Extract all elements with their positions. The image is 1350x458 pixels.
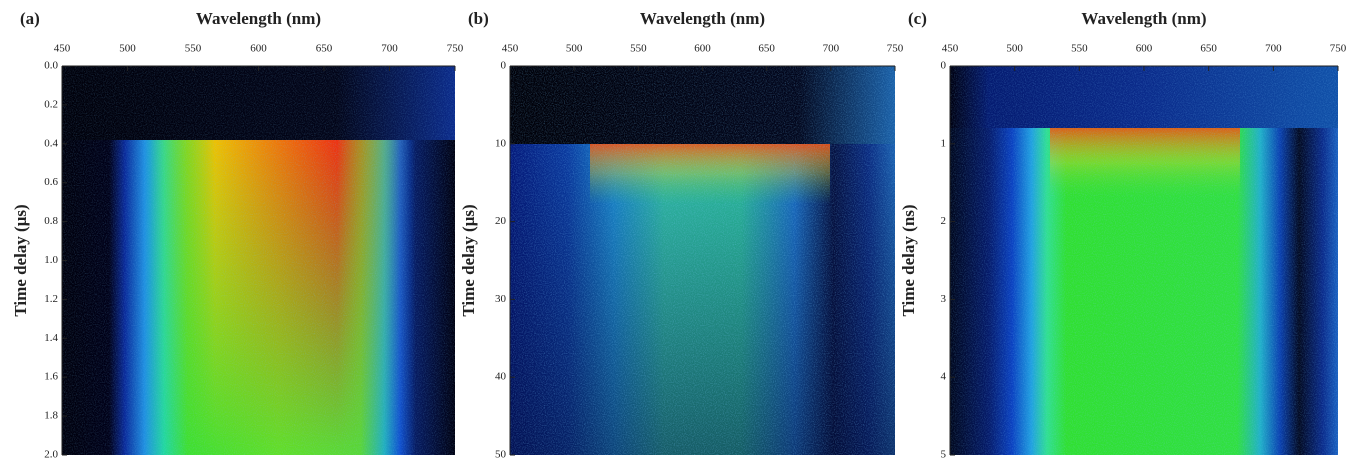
heatmap-a (62, 66, 455, 455)
x-tick-label: 550 (1071, 43, 1088, 55)
heatmap-noise (510, 66, 895, 455)
y-tick-label: 30 (495, 293, 507, 305)
y-tick-label: 0 (501, 60, 507, 72)
x-axis-title: Wavelength (nm) (640, 9, 765, 28)
panel-label: (c) (908, 9, 927, 28)
x-tick-label: 700 (381, 43, 398, 55)
heatmap-noise (950, 66, 1338, 455)
y-tick-label: 1.8 (44, 410, 58, 422)
x-tick-label: 500 (119, 43, 136, 55)
heatmap-b (510, 66, 895, 455)
y-tick-label: 10 (495, 137, 507, 149)
x-axis-title: Wavelength (nm) (1081, 9, 1206, 28)
y-axis-title: Time delay (μs) (11, 204, 30, 316)
x-tick-label: 700 (1265, 43, 1282, 55)
y-tick-label: 20 (495, 215, 507, 227)
heatmap-c (950, 66, 1338, 455)
y-tick-label: 0.8 (44, 215, 58, 227)
x-tick-label: 650 (316, 43, 333, 55)
x-tick-label: 600 (250, 43, 267, 55)
x-tick-label: 600 (694, 43, 711, 55)
y-tick-label: 3 (941, 293, 947, 305)
x-axis-title: Wavelength (nm) (196, 9, 321, 28)
x-tick-label: 450 (54, 43, 71, 55)
x-tick-label: 750 (1330, 43, 1347, 55)
panel-label: (a) (20, 9, 40, 28)
y-tick-label: 5 (941, 449, 947, 458)
y-axis-title: Time delay (ns) (899, 204, 918, 316)
x-tick-label: 700 (823, 43, 840, 55)
y-tick-label: 0.2 (44, 98, 58, 110)
y-axis-title: Time delay (μs) (459, 204, 478, 316)
y-tick-label: 1 (941, 137, 947, 149)
x-tick-label: 500 (1006, 43, 1023, 55)
y-tick-label: 1.2 (44, 293, 58, 305)
y-tick-label: 0.4 (44, 137, 58, 149)
x-tick-label: 500 (566, 43, 583, 55)
y-tick-label: 0 (941, 60, 947, 72)
heatmap-noise (62, 66, 455, 455)
x-tick-label: 450 (942, 43, 959, 55)
x-tick-label: 450 (502, 43, 519, 55)
x-tick-label: 600 (1136, 43, 1153, 55)
y-tick-label: 0.6 (44, 176, 58, 188)
y-tick-label: 50 (495, 449, 507, 458)
y-tick-label: 2 (941, 215, 947, 227)
x-tick-label: 550 (630, 43, 647, 55)
panel-label: (b) (468, 9, 489, 28)
y-tick-label: 1.4 (44, 332, 58, 344)
x-tick-label: 550 (185, 43, 202, 55)
x-tick-label: 750 (447, 43, 464, 55)
x-tick-label: 750 (887, 43, 904, 55)
y-tick-label: 0.0 (44, 60, 58, 72)
y-tick-label: 1.0 (44, 254, 58, 266)
y-tick-label: 2.0 (44, 449, 58, 458)
y-tick-label: 4 (941, 371, 947, 383)
y-tick-label: 1.6 (44, 371, 58, 383)
x-tick-label: 650 (758, 43, 775, 55)
x-tick-label: 650 (1200, 43, 1217, 55)
y-tick-label: 40 (495, 371, 507, 383)
